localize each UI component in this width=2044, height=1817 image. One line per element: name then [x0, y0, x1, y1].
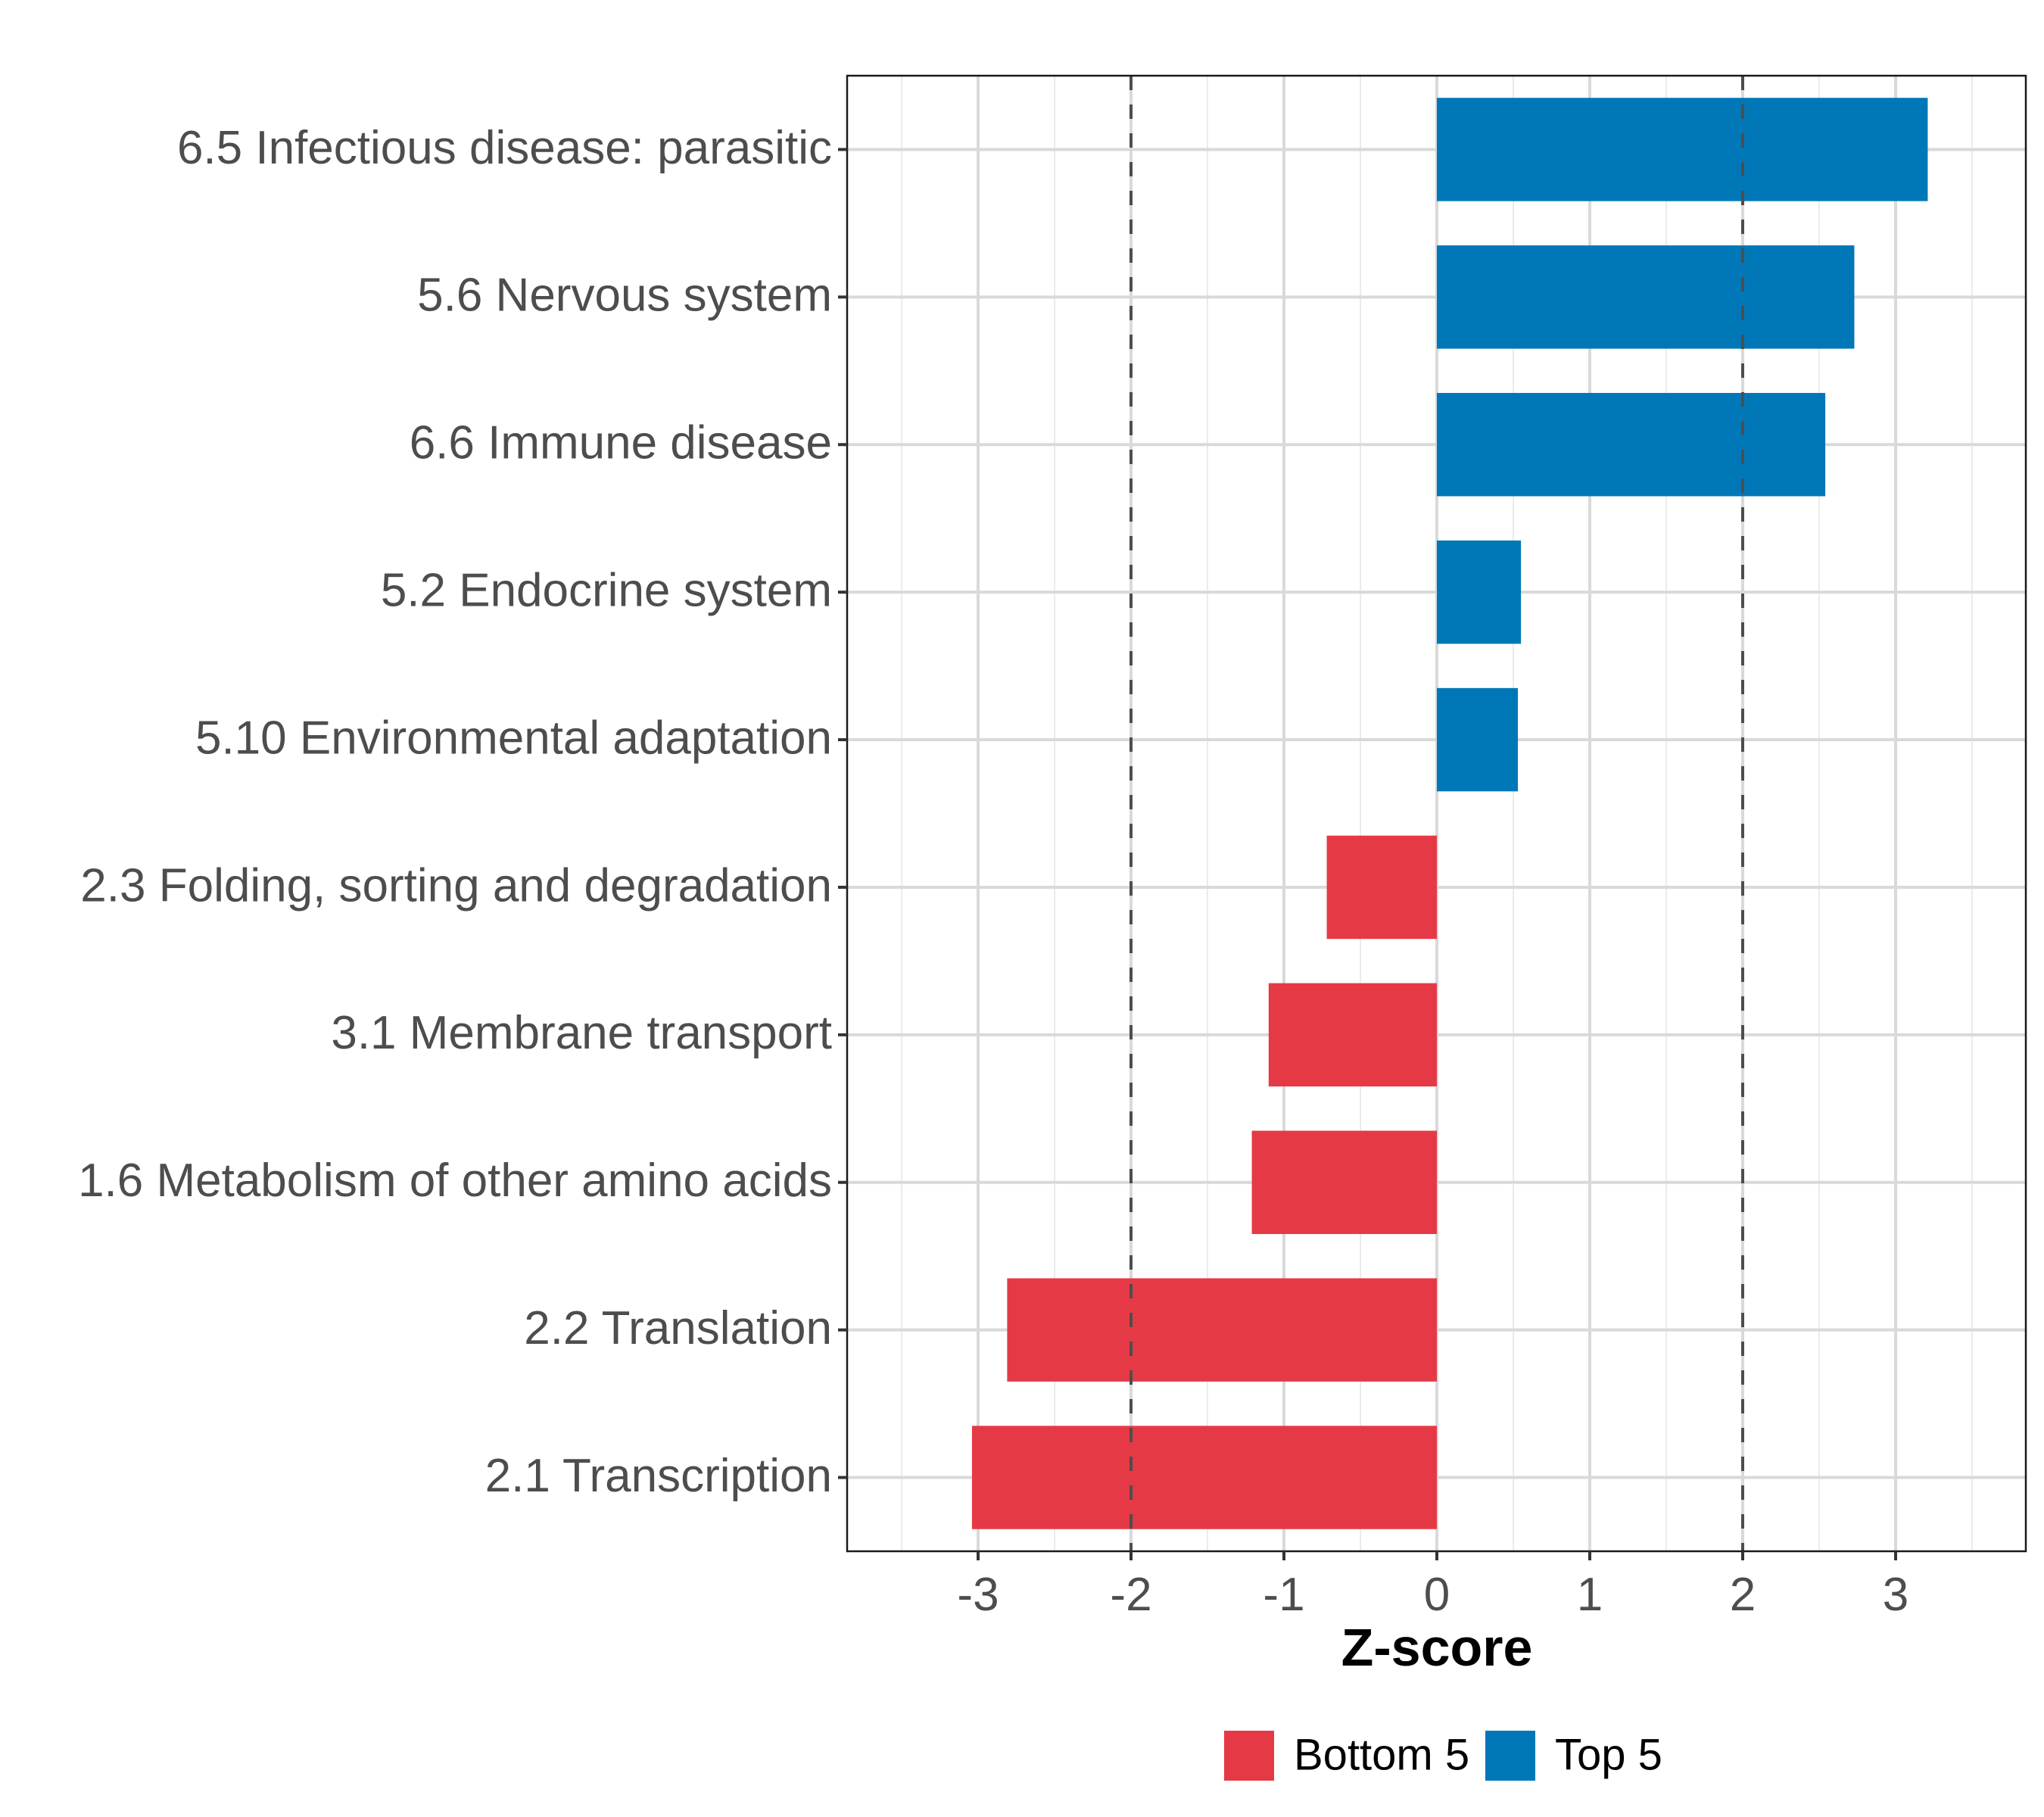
legend-swatch — [1224, 1731, 1274, 1781]
x-axis-title: Z-score — [1341, 1618, 1533, 1677]
x-tick-label: 2 — [1730, 1569, 1756, 1621]
y-tick-label: 2.1 Transcription — [485, 1450, 832, 1502]
bar — [971, 1426, 1437, 1529]
x-tick-label: 3 — [1883, 1569, 1908, 1621]
legend-swatch — [1485, 1731, 1535, 1781]
legend: Bottom 5 Top 5 — [1224, 1730, 1662, 1781]
bar — [1437, 245, 1855, 349]
bars — [971, 98, 1928, 1529]
bar — [1007, 1278, 1437, 1382]
x-tick-label: -2 — [1110, 1569, 1151, 1621]
bar — [1437, 540, 1522, 644]
y-tick-label: 5.6 Nervous system — [417, 270, 832, 322]
bar — [1437, 393, 1826, 497]
y-tick-label: 6.5 Infectious disease: parasitic — [177, 122, 832, 174]
bar — [1251, 1130, 1437, 1234]
bar — [1437, 98, 1928, 201]
legend-label: Bottom 5 — [1294, 1730, 1469, 1779]
x-axis: -3 -2 -1 0 1 2 3 — [957, 1551, 1908, 1621]
y-tick-label: 5.2 Endocrine system — [381, 565, 832, 617]
bar — [1437, 687, 1519, 792]
bar — [1268, 983, 1437, 1087]
x-tick-label: -1 — [1263, 1569, 1304, 1621]
y-axis: 6.5 Infectious disease: parasitic 5.6 Ner… — [78, 122, 847, 1502]
bar — [1326, 835, 1437, 940]
x-tick-label: -3 — [957, 1569, 999, 1621]
y-tick-label: 2.3 Folding, sorting and degradation — [80, 859, 832, 912]
y-tick-label: 5.10 Environmental adaptation — [195, 712, 832, 764]
legend-label: Top 5 — [1555, 1730, 1662, 1779]
x-tick-label: 1 — [1577, 1569, 1603, 1621]
y-tick-label: 1.6 Metabolism of other amino acids — [78, 1155, 832, 1207]
y-tick-label: 6.6 Immune disease — [410, 417, 832, 469]
y-tick-label: 3.1 Membrane transport — [331, 1007, 832, 1059]
y-tick-label: 2.2 Translation — [524, 1302, 832, 1354]
x-tick-label: 0 — [1424, 1569, 1450, 1621]
